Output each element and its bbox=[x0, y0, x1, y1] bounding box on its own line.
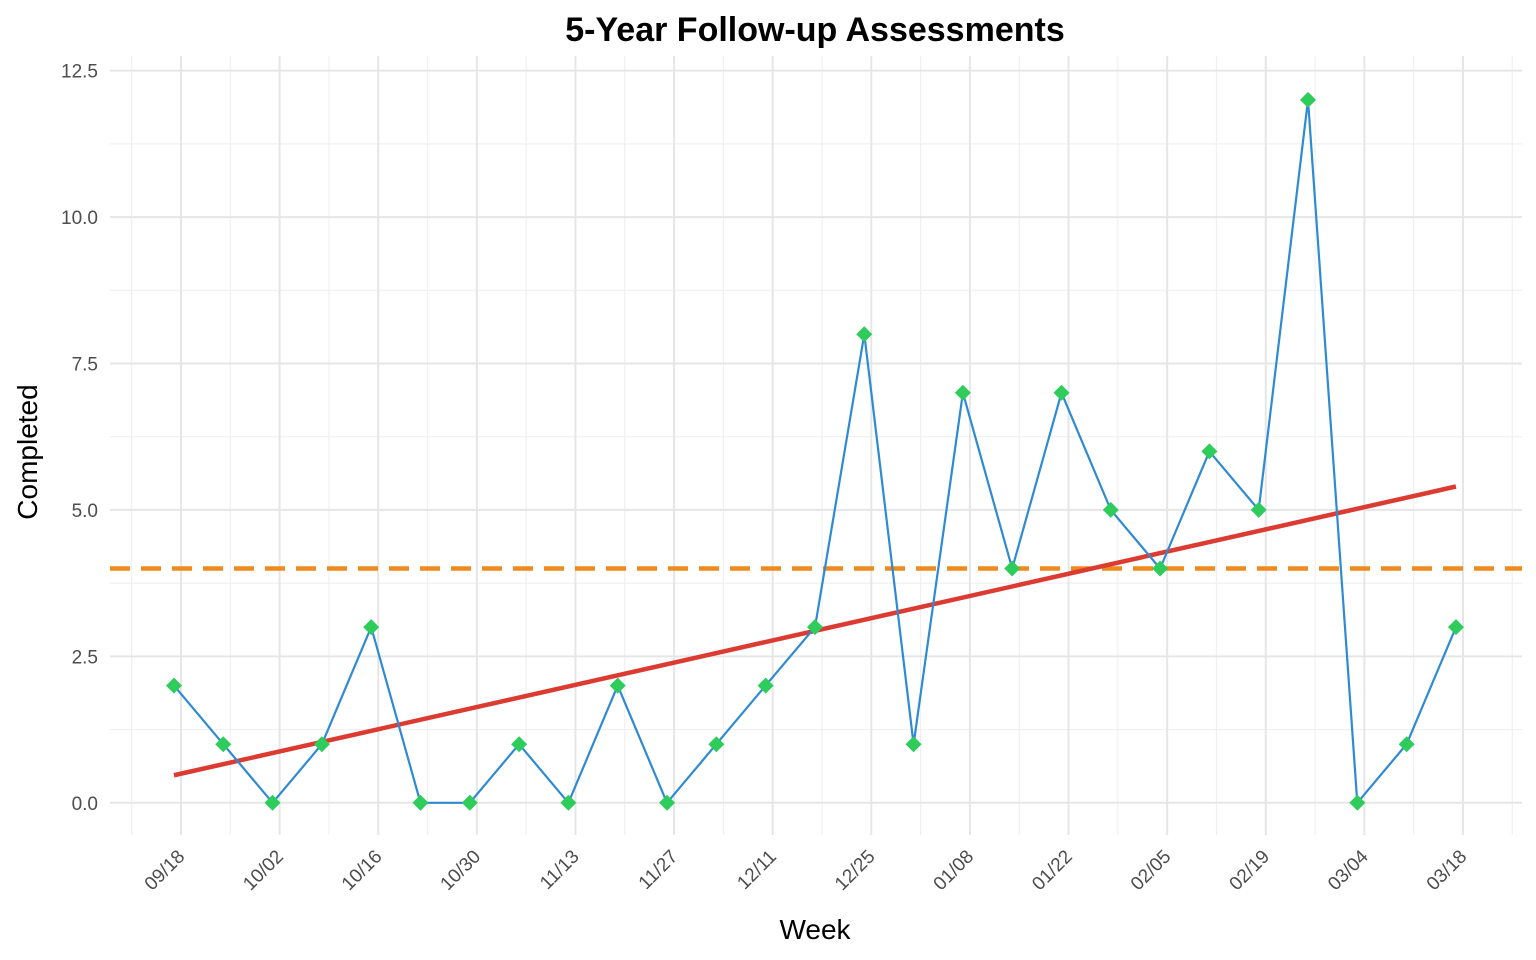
y-tick-label: 0.0 bbox=[72, 794, 98, 815]
y-tick-label: 10.0 bbox=[61, 208, 98, 229]
x-tick-label: 10/30 bbox=[437, 846, 485, 894]
data-point-marker bbox=[1250, 501, 1267, 518]
x-tick-label: 01/08 bbox=[930, 846, 978, 894]
data-point-marker bbox=[856, 326, 873, 343]
x-tick-label: 12/25 bbox=[831, 846, 879, 894]
data-point-marker bbox=[511, 736, 528, 753]
data-point-marker bbox=[757, 677, 774, 694]
series-layer bbox=[173, 98, 1458, 804]
data-point-marker bbox=[1398, 736, 1415, 753]
data-point-marker bbox=[165, 677, 182, 694]
x-tick-label: 09/18 bbox=[141, 846, 189, 894]
series-line bbox=[173, 98, 1458, 804]
x-axis-ticks: 09/18 10/02 10/16 10/30 11/13 11/27 12/11 12/25… bbox=[141, 846, 1471, 895]
data-point-marker bbox=[905, 736, 922, 753]
data-point-marker bbox=[1201, 443, 1218, 460]
x-tick-label: 02/19 bbox=[1226, 846, 1274, 894]
x-tick-label: 02/05 bbox=[1127, 846, 1175, 894]
data-point-marker bbox=[1053, 384, 1070, 401]
x-tick-label: 12/11 bbox=[733, 846, 780, 893]
x-tick-label: 10/16 bbox=[338, 846, 386, 894]
y-axis-title: Completed bbox=[12, 384, 43, 519]
data-point-marker bbox=[1152, 560, 1169, 577]
data-point-marker bbox=[708, 736, 725, 753]
x-tick-label: 11/27 bbox=[635, 846, 682, 893]
x-tick-label: 01/22 bbox=[1028, 846, 1076, 894]
x-tick-label: 03/04 bbox=[1324, 846, 1373, 895]
data-point-marker bbox=[363, 619, 380, 636]
data-point-marker bbox=[264, 794, 281, 811]
data-point-marker bbox=[461, 794, 478, 811]
data-point-marker bbox=[1349, 794, 1366, 811]
data-point-marker bbox=[215, 736, 232, 753]
y-tick-label: 2.5 bbox=[72, 647, 98, 668]
data-point-marker bbox=[954, 384, 971, 401]
data-point-marker bbox=[1300, 91, 1317, 108]
data-point-marker bbox=[1447, 619, 1464, 636]
data-point-marker bbox=[1004, 560, 1021, 577]
y-tick-label: 7.5 bbox=[72, 355, 98, 376]
data-point-marker bbox=[560, 794, 577, 811]
x-tick-label: 10/02 bbox=[239, 846, 287, 894]
x-tick-label: 11/13 bbox=[536, 846, 583, 893]
data-point-marker bbox=[609, 677, 626, 694]
y-tick-label: 5.0 bbox=[72, 501, 98, 522]
data-point-marker bbox=[806, 619, 823, 636]
data-point-marker bbox=[1102, 501, 1119, 518]
data-point-marker bbox=[313, 736, 330, 753]
x-tick-label: 03/18 bbox=[1423, 846, 1471, 894]
marker-layer bbox=[165, 91, 1464, 811]
y-axis-ticks: 0.0 2.5 5.0 7.5 10.0 12.5 bbox=[61, 62, 98, 815]
grid-minor bbox=[110, 56, 1522, 835]
x-axis-title: Week bbox=[779, 914, 851, 945]
data-point-marker bbox=[412, 794, 429, 811]
grid-major bbox=[110, 56, 1522, 835]
chart-title: 5-Year Follow-up Assessments bbox=[565, 11, 1064, 49]
y-tick-label: 12.5 bbox=[61, 62, 98, 83]
data-point-marker bbox=[659, 794, 676, 811]
